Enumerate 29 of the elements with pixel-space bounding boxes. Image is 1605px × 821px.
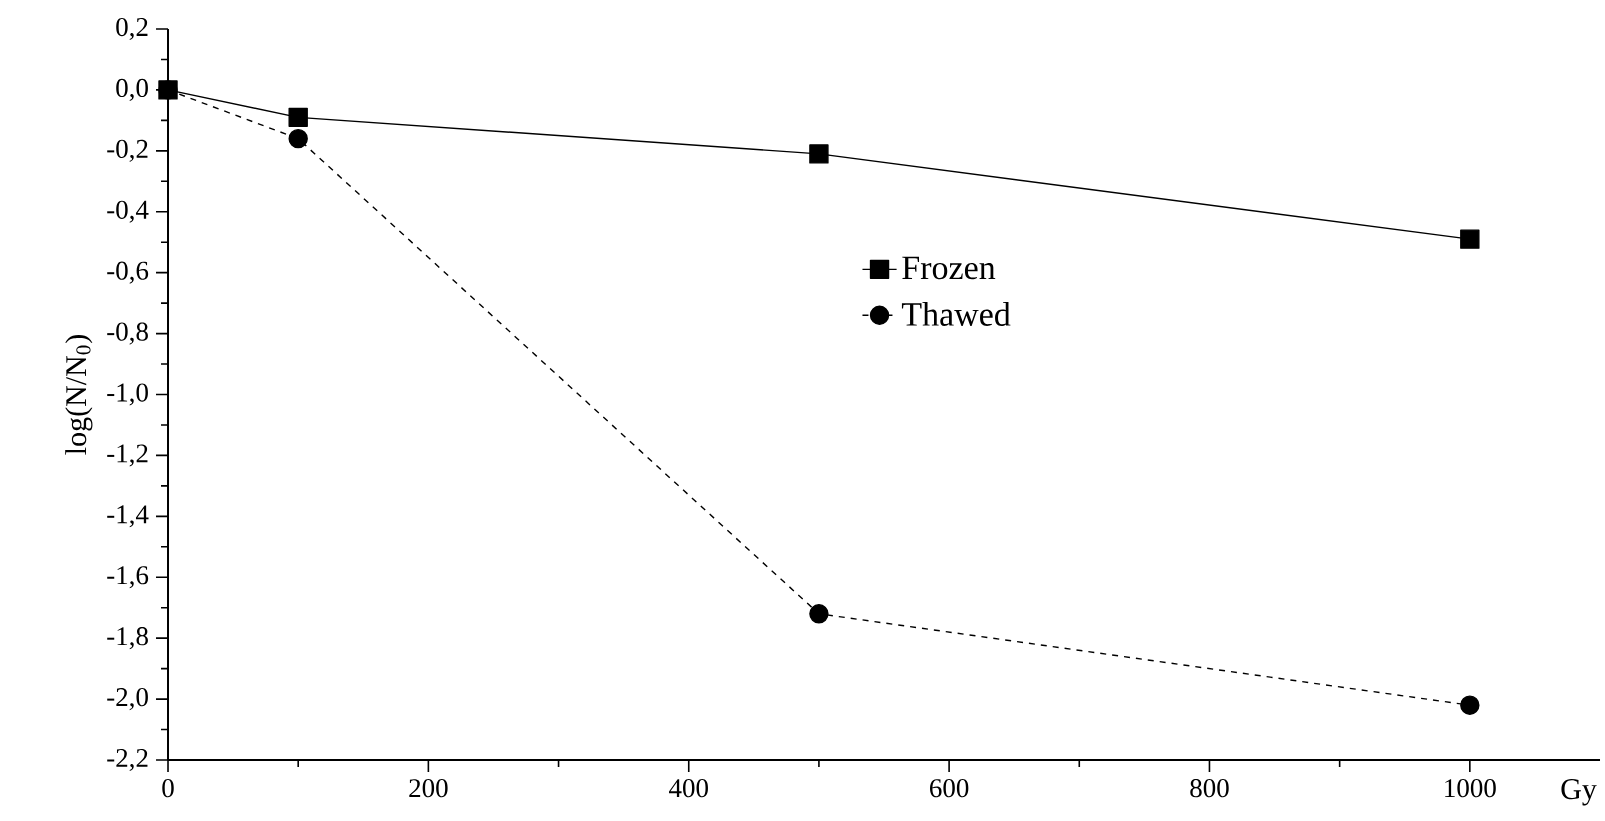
y-tick-label: 0,0 [116, 78, 148, 101]
legend-label: Frozen [902, 256, 996, 280]
y-tick-label: -2,2 [107, 748, 148, 771]
y-axis-title: log(N/N$_{0}$) [65, 335, 93, 455]
point [1460, 695, 1480, 715]
y-tick-label: -1,6 [107, 566, 149, 589]
y-tick-label: -0,8 [107, 322, 148, 345]
point [809, 604, 829, 624]
legend-label: Thawed [901, 301, 1011, 326]
x-tick-label: 800 [1190, 779, 1229, 798]
point [809, 144, 829, 164]
point [1460, 229, 1480, 249]
point [288, 128, 308, 149]
y-tick-label: -0,6 [107, 261, 149, 284]
y-tick-label: 0,2 [116, 17, 148, 41]
y-tick-label: -1,0 [107, 383, 148, 406]
x-tick-label: 200 [409, 779, 448, 798]
point [288, 107, 308, 128]
x-tick-label: 1000 [1445, 779, 1496, 798]
y-tick-label: -1,2 [107, 444, 148, 467]
y-tick-label: -0,4 [107, 200, 149, 223]
x-tick-label: 0 [162, 779, 174, 798]
y-tick-label: -1,8 [107, 627, 148, 650]
x-tick-label: 600 [930, 779, 969, 798]
x-axis-title: Gy [1561, 779, 1597, 806]
x-tick-label: 400 [669, 779, 708, 798]
y-tick-label: -0,2 [107, 139, 148, 162]
y-tick-label: -2,0 [107, 688, 148, 711]
y-tick-label: -1,4 [107, 505, 149, 528]
